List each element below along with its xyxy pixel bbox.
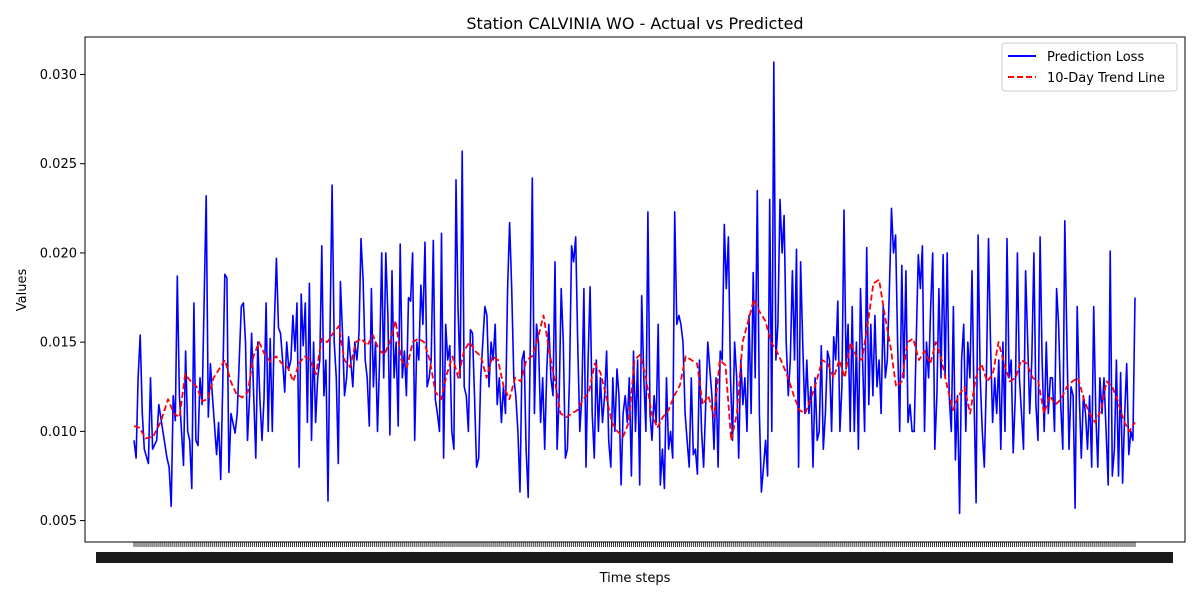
y-tick-label: 0.015: [40, 336, 77, 351]
x-axis-label: Time steps: [599, 571, 671, 586]
y-axis-label: Values: [15, 269, 30, 312]
plot-frame: [84, 36, 1186, 543]
series-layer: [133, 61, 1136, 515]
x-tick-labels: [96, 552, 1173, 563]
legend-label-trend-line: 10-Day Trend Line: [1047, 71, 1165, 86]
legend: Prediction Loss 10-Day Trend Line: [1001, 42, 1178, 92]
y-tick-label: 0.010: [40, 425, 77, 440]
y-axis: 0.005 0.010 0.015 0.020 0.025 0.030: [40, 68, 85, 529]
plot-area: [84, 36, 1186, 543]
legend-box: [1001, 42, 1178, 92]
legend-label-prediction-loss: Prediction Loss: [1047, 50, 1144, 65]
y-tick-label: 0.025: [40, 157, 77, 172]
y-tick-label: 0.005: [40, 514, 77, 529]
y-tick-label: 0.020: [40, 246, 77, 261]
y-tick-label: 0.030: [40, 68, 77, 83]
series-line-trend: [133, 278, 1136, 442]
series-line-prediction-loss: [133, 61, 1136, 515]
chart-title: Station CALVINIA WO - Actual vs Predicte…: [466, 14, 803, 33]
x-axis: [96, 542, 1173, 563]
